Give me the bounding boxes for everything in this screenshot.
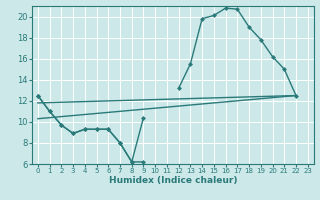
X-axis label: Humidex (Indice chaleur): Humidex (Indice chaleur) [108, 176, 237, 185]
